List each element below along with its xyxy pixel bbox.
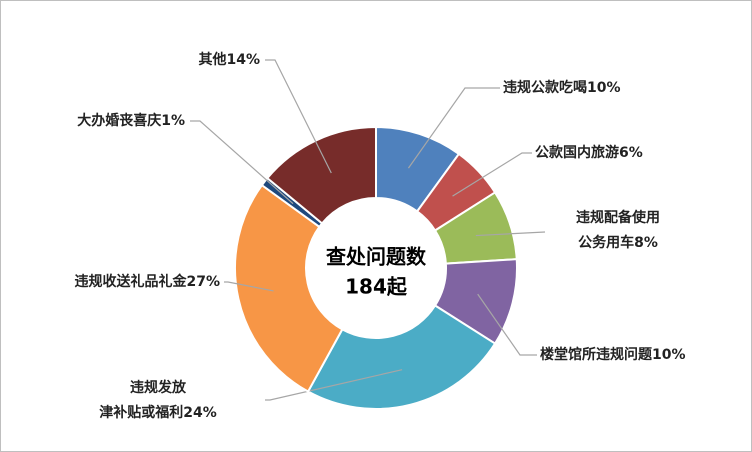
donut-slice bbox=[234, 183, 344, 393]
category-label: 其他 bbox=[198, 51, 226, 68]
value-label: 10% bbox=[587, 80, 621, 96]
category-label: 大办婚丧喜庆 bbox=[77, 112, 161, 129]
leader-line bbox=[224, 281, 274, 292]
donut-slice bbox=[265, 125, 377, 225]
value-label: 6% bbox=[619, 145, 643, 161]
value-label: 24% bbox=[183, 405, 217, 421]
leader-line bbox=[265, 59, 332, 174]
leader-line bbox=[190, 120, 294, 205]
leader-line bbox=[452, 152, 532, 197]
category-label: 违规收送礼品礼金 bbox=[74, 273, 187, 290]
center-title: 查处问题数 bbox=[326, 245, 427, 269]
value-label: 10% bbox=[652, 347, 686, 363]
category-label: 违规配备使用公务用车 bbox=[576, 209, 660, 251]
leader-line bbox=[475, 231, 546, 237]
value-label: 27% bbox=[186, 274, 220, 290]
leader-line bbox=[265, 369, 403, 401]
leader-line bbox=[407, 87, 500, 169]
category-label: 违规公款吃喝 bbox=[503, 79, 587, 96]
leader-line bbox=[477, 293, 537, 356]
center-value: 184起 bbox=[345, 275, 408, 299]
category-label: 违规发放津补贴或福利 bbox=[99, 379, 187, 421]
value-label: 1% bbox=[161, 113, 185, 129]
category-label: 公款国内旅游 bbox=[535, 144, 619, 161]
category-label: 楼堂馆所违规问题 bbox=[540, 346, 653, 363]
value-label: 14% bbox=[226, 52, 260, 68]
donut-slice bbox=[306, 304, 497, 410]
value-label: 8% bbox=[634, 235, 658, 251]
